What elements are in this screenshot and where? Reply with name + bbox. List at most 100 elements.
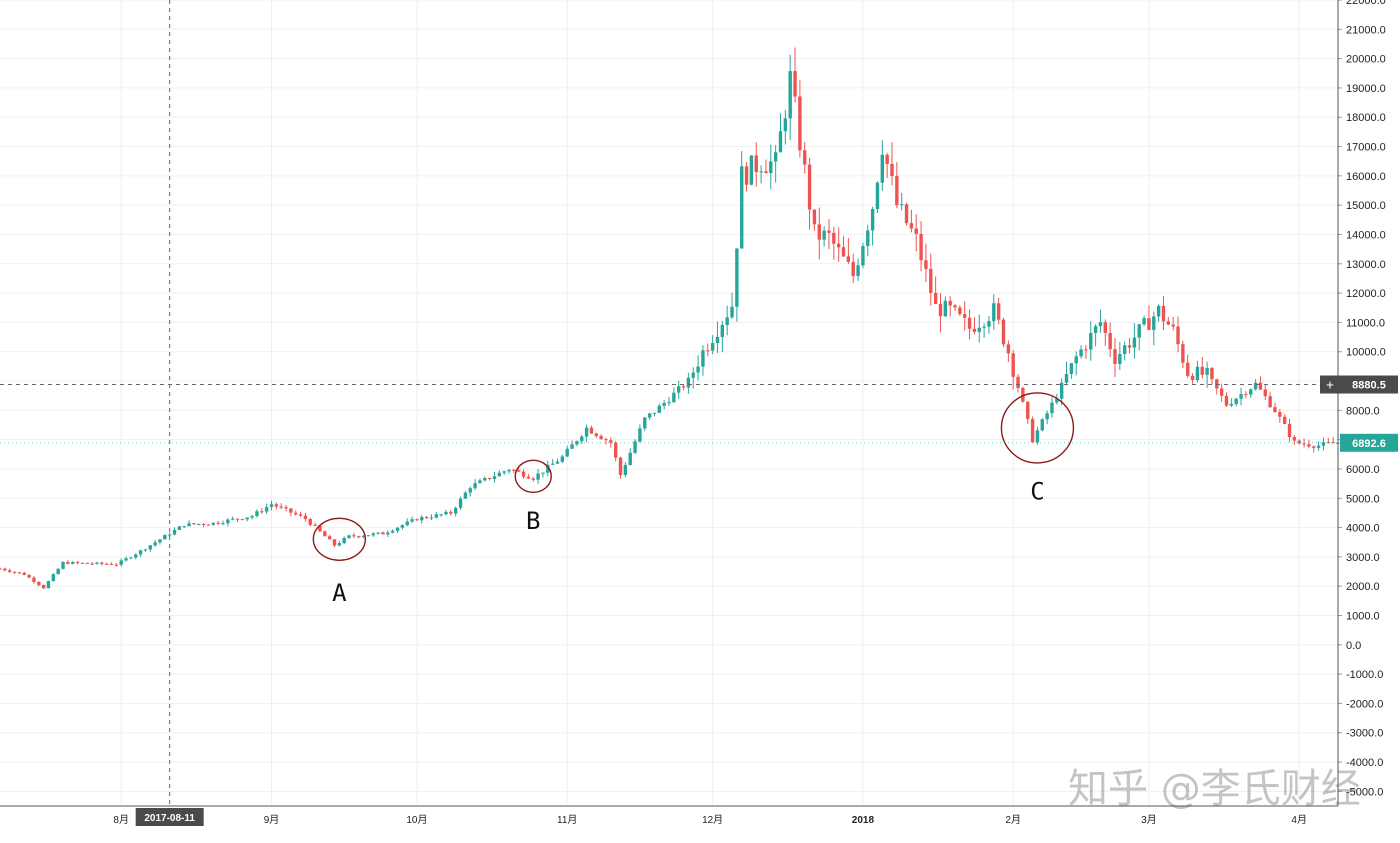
candle	[289, 508, 293, 517]
annotation-label: B	[526, 507, 540, 535]
candle	[109, 562, 114, 566]
candle	[492, 471, 497, 483]
candle	[7, 568, 12, 574]
y-tick-label: 6000.0	[1346, 464, 1380, 476]
candle	[61, 561, 65, 570]
candle	[158, 539, 162, 545]
candle	[148, 545, 152, 553]
candle	[613, 441, 618, 462]
candle	[647, 413, 652, 421]
y-tick-label: 19000.0	[1346, 83, 1386, 95]
candle	[395, 526, 400, 534]
candle	[129, 556, 133, 560]
candle	[434, 511, 439, 519]
candle	[1215, 378, 1219, 395]
candle	[1171, 316, 1175, 331]
candle	[1006, 340, 1011, 362]
candle	[1219, 383, 1224, 402]
candle	[550, 459, 555, 465]
candle	[260, 508, 264, 514]
candle	[1176, 316, 1180, 353]
candle	[1103, 319, 1108, 346]
candle	[1200, 357, 1204, 379]
candle	[294, 510, 298, 516]
candle	[628, 448, 632, 466]
candle	[1026, 401, 1030, 424]
candle	[1064, 361, 1069, 386]
candle	[1224, 392, 1229, 407]
y-tick-label: 20000.0	[1346, 54, 1386, 66]
candle	[415, 518, 419, 521]
y-tick-label: 8000.0	[1346, 405, 1380, 417]
candle	[1142, 315, 1146, 327]
candle	[1195, 360, 1200, 383]
candle	[1268, 392, 1272, 409]
candle	[1030, 416, 1035, 443]
crosshair-price-label: 8880.5	[1352, 380, 1386, 392]
candle	[1137, 323, 1141, 351]
candle	[22, 571, 26, 576]
annotation-circle	[312, 517, 367, 561]
candle	[41, 584, 46, 590]
candle	[361, 534, 366, 539]
candle	[919, 221, 923, 272]
candle	[924, 243, 928, 283]
candle	[201, 522, 206, 528]
candle	[1074, 351, 1078, 376]
candles	[0, 47, 1340, 590]
x-tick-label: 9月	[264, 814, 280, 826]
y-tick-label: 15000.0	[1346, 200, 1386, 212]
candle	[861, 242, 865, 269]
candle	[342, 536, 346, 545]
candle	[420, 515, 424, 524]
candle	[1093, 324, 1098, 347]
candle	[1312, 445, 1316, 453]
candle	[725, 305, 729, 336]
candle	[895, 162, 899, 209]
candle	[963, 301, 967, 331]
x-tick-label: 12月	[702, 814, 723, 826]
candle	[933, 276, 938, 305]
candle	[754, 142, 758, 187]
candle	[138, 549, 143, 557]
candle	[987, 316, 991, 334]
candle	[90, 562, 94, 566]
candle	[710, 335, 715, 355]
candle	[1234, 397, 1238, 407]
x-tick-label: 2018	[852, 815, 875, 826]
candle	[807, 157, 812, 230]
candle	[541, 472, 545, 478]
candle	[357, 535, 361, 539]
candle	[1127, 337, 1132, 354]
candle	[1040, 418, 1044, 432]
candle	[589, 425, 594, 434]
candle	[134, 553, 138, 560]
candle	[337, 540, 342, 547]
candle	[71, 561, 75, 565]
candle	[298, 511, 303, 518]
candle	[313, 522, 317, 527]
crosshair-plus-box	[1320, 375, 1340, 394]
candle	[386, 530, 390, 537]
candle	[1263, 383, 1267, 401]
candle	[502, 470, 506, 476]
candle	[526, 473, 531, 479]
candle	[899, 192, 904, 211]
candle	[1258, 376, 1263, 391]
candle	[701, 345, 705, 376]
x-tick-label: 11月	[557, 814, 577, 826]
x-tick-label: 3月	[1141, 814, 1157, 826]
candle	[1084, 344, 1088, 360]
candle	[1161, 295, 1166, 331]
candle	[1108, 322, 1112, 358]
candle	[66, 560, 70, 565]
candle	[735, 248, 739, 322]
candle	[327, 534, 332, 540]
candle	[172, 527, 177, 536]
crosshair-plus-icon: +	[1326, 377, 1334, 393]
candle	[250, 514, 254, 520]
candle	[46, 580, 51, 589]
candle	[885, 152, 889, 179]
y-tick-label: 17000.0	[1346, 142, 1386, 154]
